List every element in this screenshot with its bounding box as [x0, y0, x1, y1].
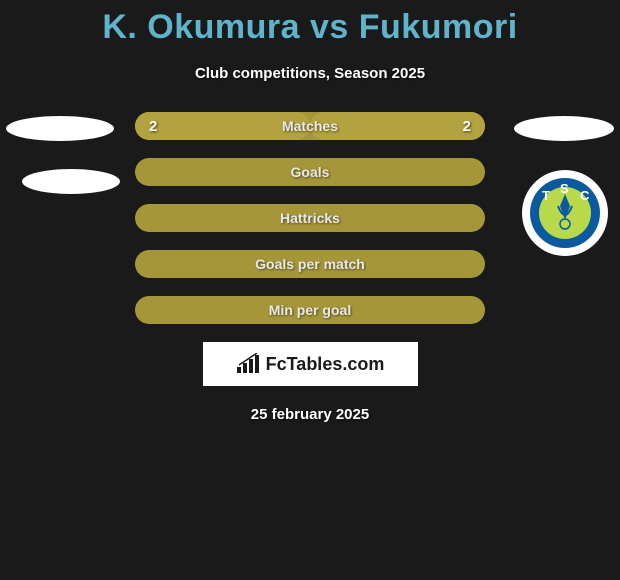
stat-label: Goals: [135, 158, 485, 186]
source-logo-text: FcTables.com: [266, 354, 385, 375]
stat-value-right: 2: [463, 112, 471, 140]
stat-bars: Matches2 2 Goals Hattricks Goals per match Mi…: [135, 112, 485, 324]
date-label: 25 february 2025: [0, 406, 620, 423]
stat-label: Goals per match: [135, 250, 485, 278]
page-title: K. Okumura vs Fukumori: [0, 0, 620, 47]
stat-label: Min per goal: [135, 296, 485, 324]
stat-label: Hattricks: [135, 204, 485, 232]
team-badge: T C S: [522, 170, 608, 256]
player-left-placeholder-1: [6, 116, 114, 141]
stat-label: Matches: [135, 112, 485, 140]
comparison-content: T C S Matches2 2 Goals Hattricks Goals per m…: [0, 112, 620, 423]
subtitle: Club competitions, Season 2025: [0, 65, 620, 82]
stat-row: Min per goal: [135, 296, 485, 324]
stat-value-left: 2: [149, 112, 157, 140]
stat-row: Hattricks: [135, 204, 485, 232]
player-right-placeholder: [514, 116, 614, 141]
player-left-placeholder-2: [22, 169, 120, 194]
stat-row: Goals per match: [135, 250, 485, 278]
source-logo-box: FcTables.com: [203, 342, 418, 386]
svg-text:S: S: [560, 181, 569, 196]
bars-icon: [236, 353, 262, 375]
stat-row: Goals: [135, 158, 485, 186]
source-logo: FcTables.com: [236, 353, 385, 375]
stat-row: Matches2 2: [135, 112, 485, 140]
svg-text:C: C: [580, 188, 590, 203]
svg-text:T: T: [542, 188, 550, 203]
team-badge-icon: T C S: [528, 176, 602, 250]
